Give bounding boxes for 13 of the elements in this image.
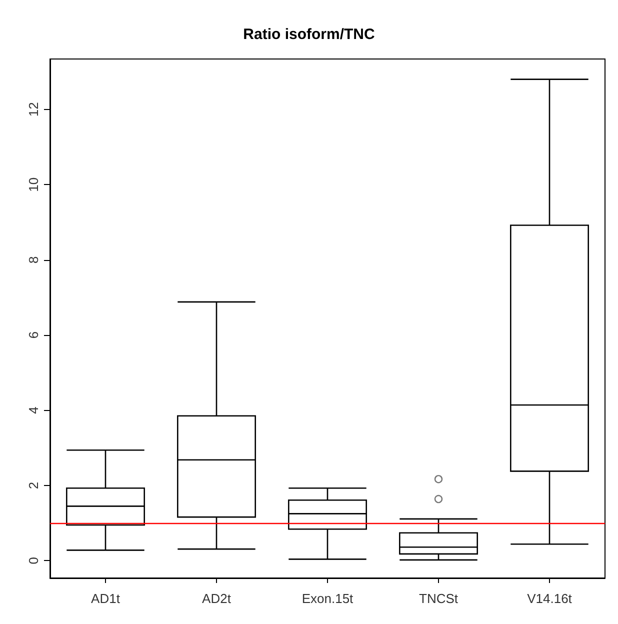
y-tick-label: 6 xyxy=(26,331,41,339)
y-tick-label: 4 xyxy=(26,406,41,414)
x-tick-label: AD1t xyxy=(91,591,120,606)
chart-title: Ratio isoform/TNC xyxy=(243,26,375,43)
x-tick-label: Exon.15t xyxy=(302,591,354,606)
y-tick-label: 2 xyxy=(26,482,41,490)
x-tick-label: TNCSt xyxy=(419,591,458,606)
x-tick-label: V14.16t xyxy=(527,591,572,606)
y-tick-label: 0 xyxy=(26,557,41,564)
y-tick-label: 12 xyxy=(26,102,41,117)
x-tick-label: AD2t xyxy=(202,591,232,606)
y-tick-label: 8 xyxy=(26,256,41,264)
y-tick-label: 10 xyxy=(26,177,41,192)
